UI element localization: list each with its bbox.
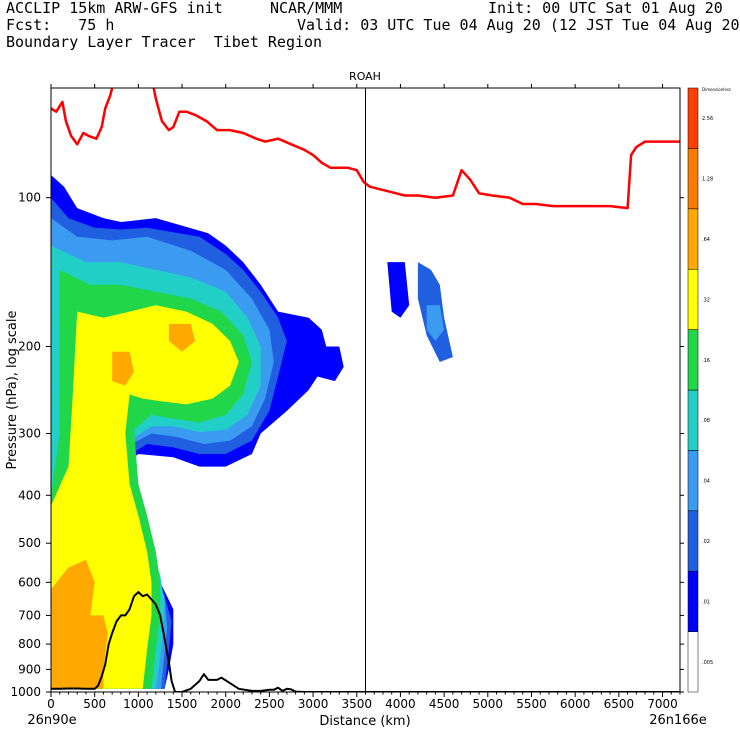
x-tick-label: 2000 xyxy=(210,697,241,711)
colorbar-swatch xyxy=(687,208,699,270)
header-init-label: ACCLIP 15km ARW-GFS init xyxy=(6,0,223,17)
y-tick-label: 1000 xyxy=(10,685,41,699)
x-tick-label: 1000 xyxy=(123,697,154,711)
x-tick-label: 4500 xyxy=(429,697,460,711)
colorbar-swatch xyxy=(687,510,699,572)
y-tick-label: 700 xyxy=(18,608,41,622)
colorbar-level-label: .01 xyxy=(702,599,710,605)
x-tick-label: 0 xyxy=(47,697,55,711)
x-tick-label: 2500 xyxy=(254,697,285,711)
colorbar-swatch xyxy=(687,570,699,632)
y-tick-label: 500 xyxy=(18,536,41,550)
colorbar-level-label: .08 xyxy=(702,418,710,424)
x-tick-label: 1500 xyxy=(167,697,198,711)
y-tick-label: 100 xyxy=(18,191,41,205)
tracer-region-5 xyxy=(51,305,239,689)
colorbar-swatch xyxy=(687,389,699,451)
header-forecast-hour: Fcst: 75 h xyxy=(6,16,115,34)
y-tick-label: 400 xyxy=(18,488,41,502)
header-valid-time: Valid: 03 UTC Tue 04 Aug 20 (12 JST Tue … xyxy=(297,16,740,34)
y-tick-label: 800 xyxy=(18,637,41,651)
panel-title: ROAH xyxy=(349,70,381,83)
colorbar-swatch xyxy=(687,329,699,391)
tracer-region-9 xyxy=(387,262,410,318)
tracer-region-6 xyxy=(168,323,196,352)
colorbar-level-label: 1.28 xyxy=(702,177,713,183)
tracer-region-11 xyxy=(426,305,445,341)
x-tick-label: 3000 xyxy=(298,697,329,711)
colorbar-swatch xyxy=(687,87,699,149)
colorbar-swatch xyxy=(687,450,699,512)
colorbar-level-label: .32 xyxy=(702,297,710,303)
colorbar-swatch xyxy=(687,148,699,210)
header-product-name: Boundary Layer Tracer Tibet Region xyxy=(6,33,323,51)
colorbar-level-label: 2.56 xyxy=(702,116,713,122)
x-tick-label: 6500 xyxy=(604,697,635,711)
colorbar-swatch xyxy=(687,631,699,693)
colorbar-level-label: .04 xyxy=(702,479,710,485)
colorbar-level-label: .64 xyxy=(702,237,710,243)
y-tick-label: 200 xyxy=(18,339,41,353)
x-tick-label: 5000 xyxy=(473,697,504,711)
x-tick-label: 500 xyxy=(83,697,106,711)
header-org-label: NCAR/MMM xyxy=(270,0,343,17)
colorbar-title: Dimensionless xyxy=(702,87,731,92)
chart-axes: 0 500 1000 1500 2000 2500 3000 3500 4000 4500 5000… xyxy=(10,84,684,711)
y-tick-label: 300 xyxy=(18,427,41,441)
x-axis-label: Distance (km) xyxy=(319,714,410,729)
y-axis-label: Pressure (hPa), log scale xyxy=(5,311,20,470)
colorbar-swatch xyxy=(687,268,699,330)
x-tick-label: 4000 xyxy=(385,697,416,711)
left-endpoint-label: 26n90e xyxy=(27,713,76,728)
tropopause-line xyxy=(51,88,680,210)
tracer-region-7 xyxy=(112,351,134,386)
right-endpoint-label: 26n166e xyxy=(649,713,707,728)
colorbar-level-label: .005 xyxy=(702,660,713,666)
header-init-time: Init: 00 UTC Sat 01 Aug 20 xyxy=(488,0,723,17)
tracer-shading xyxy=(51,175,453,689)
y-tick-label: 600 xyxy=(18,575,41,589)
tracer-region-8 xyxy=(51,559,108,689)
x-tick-label: 3500 xyxy=(341,697,372,711)
x-tick-label: 5500 xyxy=(516,697,547,711)
colorbar-level-label: .16 xyxy=(702,358,710,364)
y-tick-label: 900 xyxy=(18,662,41,676)
colorbar-level-label: .02 xyxy=(702,539,710,545)
x-tick-label: 6000 xyxy=(560,697,591,711)
x-tick-label: 7000 xyxy=(647,697,678,711)
colorbar: .005 .01 .02 .04 .08 .16 .32 .64 1.28 2.56 Dimensi… xyxy=(687,87,731,693)
